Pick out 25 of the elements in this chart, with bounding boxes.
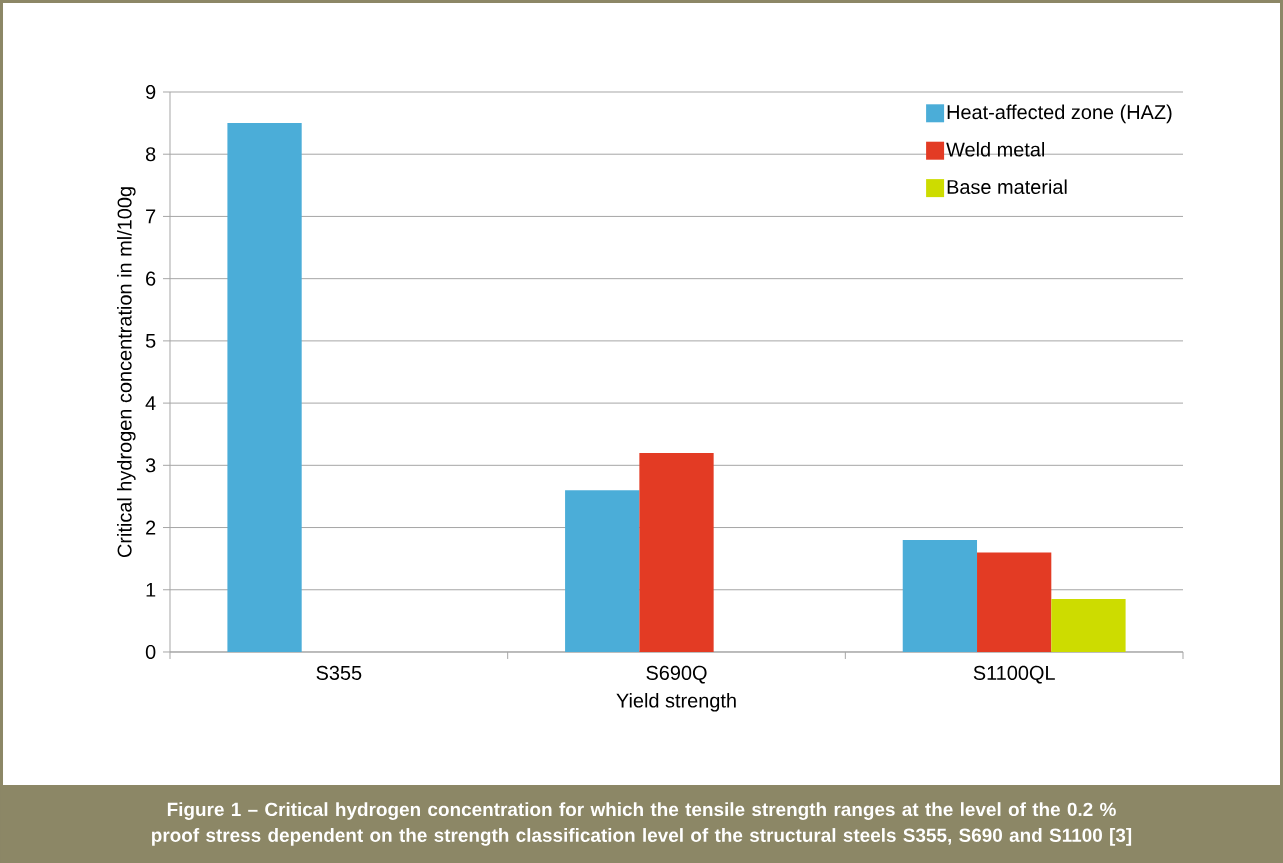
bar <box>1051 599 1126 652</box>
bar <box>565 490 640 652</box>
y-tick-label: 6 <box>146 271 156 286</box>
y-tick-label: 5 <box>145 333 156 348</box>
x-axis-title: Yield strength <box>616 692 736 712</box>
bar <box>227 123 302 652</box>
y-tick-label: 1 <box>146 582 156 597</box>
legend-label: Heat-affected zone (HAZ) <box>947 104 1172 124</box>
y-tick-label: 7 <box>146 209 156 224</box>
y-tick-label: 4 <box>145 396 156 410</box>
bar <box>902 539 978 652</box>
bar <box>639 452 714 652</box>
x-tick-label: S690Q <box>646 665 707 684</box>
y-tick-label: 0 <box>145 644 156 660</box>
y-axis-title: Critical hydrogen concentration in ml/100g <box>117 187 136 558</box>
caption: Figure 1 – Critical hydrogen concentration for which the tensile strength ranges at the level of the 0.2 % proof stress dependent on the strength classification level of the structural steels S355, S690 and S1100 [3] <box>152 802 1132 846</box>
y-tick-label: 2 <box>146 520 156 535</box>
y-tick-label: 9 <box>146 84 156 100</box>
legend-label: Base material <box>947 179 1067 195</box>
y-tick-label: 8 <box>145 147 156 162</box>
x-tick-label: S355 <box>316 665 362 680</box>
x-tick-label: S1100QL <box>973 665 1055 684</box>
y-tick-label: 3 <box>145 458 156 473</box>
bar <box>977 552 1052 652</box>
legend-label: Weld metal <box>946 141 1045 157</box>
